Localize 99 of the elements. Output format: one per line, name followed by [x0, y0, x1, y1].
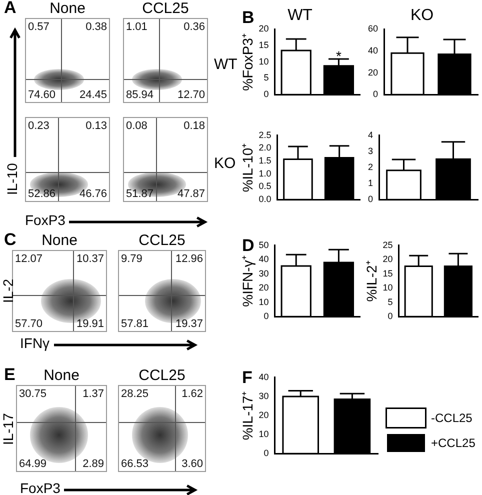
y-tick-label: 1 [368, 178, 374, 188]
text: IFNγ [20, 335, 50, 351]
text: 30.75 [19, 388, 47, 400]
chart-title: KO [410, 7, 434, 24]
y-tick-label: 0 [264, 448, 269, 458]
text: 52.86 [28, 188, 56, 200]
text: 0.18 [184, 120, 205, 132]
y-tick-label: 10 [258, 429, 269, 440]
text: 0.36 [184, 21, 205, 33]
y-tick-label: 30 [258, 390, 269, 401]
text: D [242, 236, 254, 256]
text: 19.91 [76, 318, 104, 330]
y-tick-label: 0 [368, 194, 374, 204]
y-tick-label: 1.5 [258, 156, 272, 166]
text: 46.76 [79, 188, 107, 200]
y-tick-label: 0 [388, 311, 393, 322]
text: None [42, 367, 80, 384]
text: 0.23 [28, 120, 50, 132]
text: 12.70 [177, 89, 205, 101]
y-tick-label: 15 [258, 40, 269, 50]
y-tick-label: 20 [258, 410, 269, 420]
chart-title: WT [288, 7, 313, 24]
y-tick-label: 2 [368, 162, 374, 172]
text: E [4, 365, 16, 385]
text: None [48, 0, 86, 17]
y-tick-label: 5 [388, 296, 393, 307]
y-tick-label: 20 [382, 254, 393, 264]
y-tick-label: 30 [258, 268, 269, 278]
text: 12.07 [15, 253, 43, 265]
text: 57.81 [121, 318, 149, 330]
y-tick-label: 20 [368, 67, 378, 78]
text: 85.94 [126, 89, 154, 101]
y-axis-title: %IL-2⁺ [363, 260, 380, 302]
text: 47.87 [177, 188, 205, 200]
text: 2.89 [82, 458, 104, 470]
y-tick-label: 3 [368, 146, 374, 156]
y-axis-title: %IL-17⁺ [239, 390, 256, 440]
y-tick-label: 0.5 [258, 181, 272, 192]
text: A [4, 0, 16, 18]
y-axis-title: %IL-10⁺ [239, 142, 256, 192]
text: 74.60 [28, 89, 56, 101]
y-tick-label: 15 [382, 268, 393, 278]
text: 1.01 [126, 21, 148, 33]
text: 0.57 [28, 21, 50, 33]
text: IL-17 [0, 412, 16, 444]
legend-label: +CCL25 [431, 436, 476, 450]
text: 0.13 [86, 120, 107, 132]
text: 1.62 [182, 388, 203, 400]
text: 12.96 [175, 253, 203, 265]
text: CCL25 [138, 367, 186, 384]
y-tick-label: 5 [264, 72, 269, 83]
text: C [4, 230, 16, 250]
text: None [42, 232, 78, 249]
text: 57.70 [15, 318, 43, 330]
y-tick-label: 25 [382, 240, 393, 250]
y-tick-label: 10 [258, 296, 269, 307]
text: 3.60 [182, 458, 203, 470]
text: 66.53 [121, 458, 149, 470]
y-tick-label: 4 [368, 130, 374, 140]
text: 64.99 [19, 458, 47, 470]
text: KO [214, 155, 236, 172]
text: IL-2 [0, 278, 16, 303]
y-axis-title: %IFN-γ⁺ [239, 255, 256, 307]
text: WT [214, 56, 238, 74]
text: 28.25 [121, 388, 149, 400]
y-tick-label: 10 [382, 282, 393, 293]
text: -CCL25 [431, 411, 472, 425]
text: 10.37 [76, 253, 104, 265]
y-tick-label: 0.0 [258, 194, 272, 204]
text: 1.37 [82, 388, 104, 400]
y-tick-label: 2.0 [258, 142, 272, 153]
text: 9.79 [121, 253, 142, 265]
text: 0.38 [86, 21, 107, 33]
y-tick-label: 1.0 [258, 168, 272, 178]
text: CCL25 [141, 0, 190, 17]
y-tick-label: 0 [264, 89, 269, 100]
text: F [242, 368, 252, 388]
annotation: * [336, 48, 342, 64]
text: 0.08 [126, 120, 148, 132]
text: CCL25 [138, 232, 186, 249]
y-tick-label: 40 [258, 254, 269, 264]
y-axis-title: %FoxP3⁺ [239, 32, 256, 91]
text: IL-10 [4, 163, 20, 195]
y-tick-label: 2.5 [258, 130, 272, 140]
y-tick-label: 0 [264, 311, 269, 322]
y-tick-label: 60 [368, 24, 378, 34]
y-tick-label: 40 [258, 372, 269, 382]
y-tick-label: 50 [258, 240, 269, 250]
y-tick-label: 20 [258, 282, 269, 293]
y-tick-label: 20 [258, 24, 269, 34]
text: 51.87 [126, 188, 154, 200]
y-tick-label: 0 [372, 89, 378, 100]
y-tick-label: 40 [368, 45, 378, 56]
text: FoxP3 [25, 212, 66, 228]
text: B [242, 8, 254, 28]
text: 24.45 [79, 89, 107, 101]
text: 19.37 [175, 318, 203, 330]
text: FoxP3 [20, 480, 60, 495]
y-tick-label: 10 [258, 56, 269, 66]
